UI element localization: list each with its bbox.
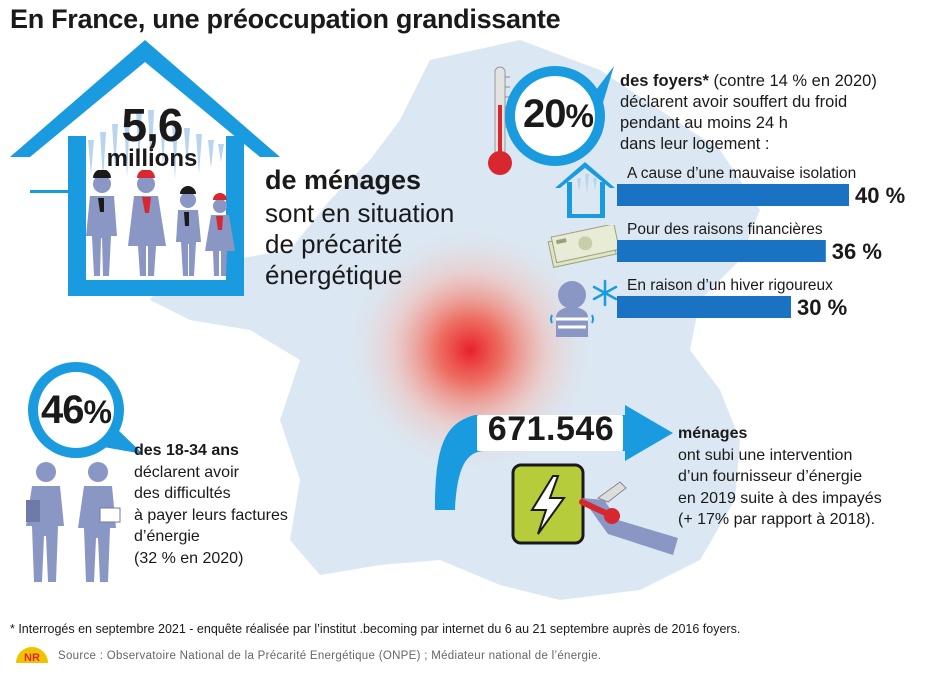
interventions-text: ménages ont subi une intervention d’un f… xyxy=(678,425,882,528)
bar-value-2: 36 % xyxy=(832,239,882,264)
electricity-meter-icon xyxy=(511,463,678,555)
bar-value-3: 30 % xyxy=(797,295,847,320)
family-icon xyxy=(86,170,235,276)
bar-1 xyxy=(617,184,849,206)
bar-label-3: En raison d’un hiver rigoureux xyxy=(627,277,833,294)
bar-3 xyxy=(617,296,791,318)
shivering-person-icon xyxy=(550,279,618,337)
households-heading: de ménages xyxy=(265,165,422,195)
banknotes-icon xyxy=(547,225,620,268)
house-icon-small xyxy=(555,162,615,218)
young-people-icon xyxy=(26,462,121,582)
households-line-2: de précarité xyxy=(265,229,403,259)
young-percent: 46% xyxy=(41,388,112,432)
nr-logo: NR xyxy=(16,647,48,664)
households-number: 5,6 xyxy=(121,99,184,151)
bar-2 xyxy=(617,240,826,262)
page-title: En France, une préoccupation grandissant… xyxy=(10,4,561,34)
cold-text: des foyers* (contre 14 % en 2020) déclar… xyxy=(620,72,877,153)
svg-text:NR: NR xyxy=(24,652,40,664)
footnote: * Interrogés en septembre 2021 - enquête… xyxy=(10,622,741,636)
thermometer-icon xyxy=(488,66,512,175)
arrow-671546 xyxy=(435,405,673,510)
households-line-1: sont en situation xyxy=(265,198,455,228)
bar-value-1: 40 % xyxy=(855,183,905,208)
households-unit: millions xyxy=(106,145,198,172)
interventions-number: 671.546 xyxy=(487,410,615,448)
young-text: des 18-34 ans déclarent avoir des diffic… xyxy=(134,442,288,567)
source: Source : Observatoire National de la Pré… xyxy=(58,650,602,662)
cold-percent: 20% xyxy=(523,92,594,136)
bar-label-2: Pour des raisons financières xyxy=(627,221,823,238)
households-line-3: énergétique xyxy=(265,260,403,290)
percent-46-bubble xyxy=(28,362,143,458)
bar-label-1: A cause d’une mauvaise isolation xyxy=(627,165,856,182)
percent-20-bubble xyxy=(505,66,614,166)
